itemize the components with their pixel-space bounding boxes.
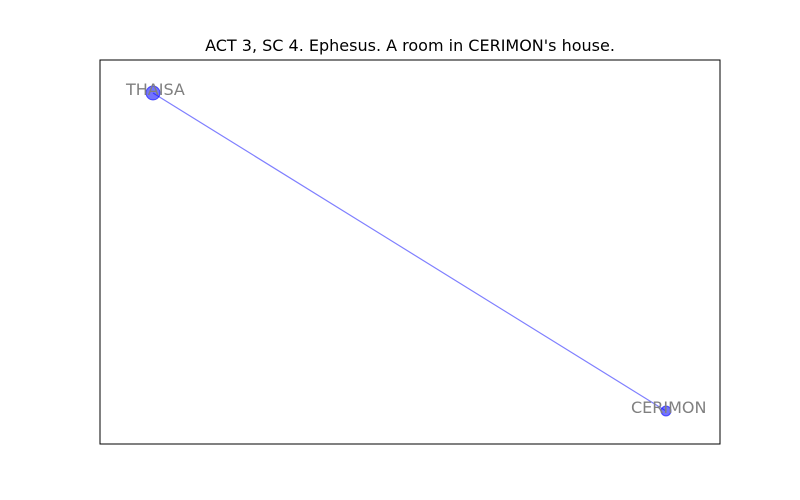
edge-thaisa-cerimon: [152, 92, 667, 412]
node-cerimon: [660, 405, 672, 417]
plot-frame: [99, 59, 721, 445]
node-label-cerimon: CERIMON: [631, 398, 706, 417]
edge-layer: [152, 92, 667, 412]
node-layer: [145, 85, 672, 417]
node-thaisa: [145, 85, 161, 101]
label-layer: THAISA CERIMON: [125, 80, 706, 417]
node-label-thaisa: THAISA: [125, 80, 185, 99]
figure-title: ACT 3, SC 4. Ephesus. A room in CERIMON'…: [205, 36, 615, 55]
